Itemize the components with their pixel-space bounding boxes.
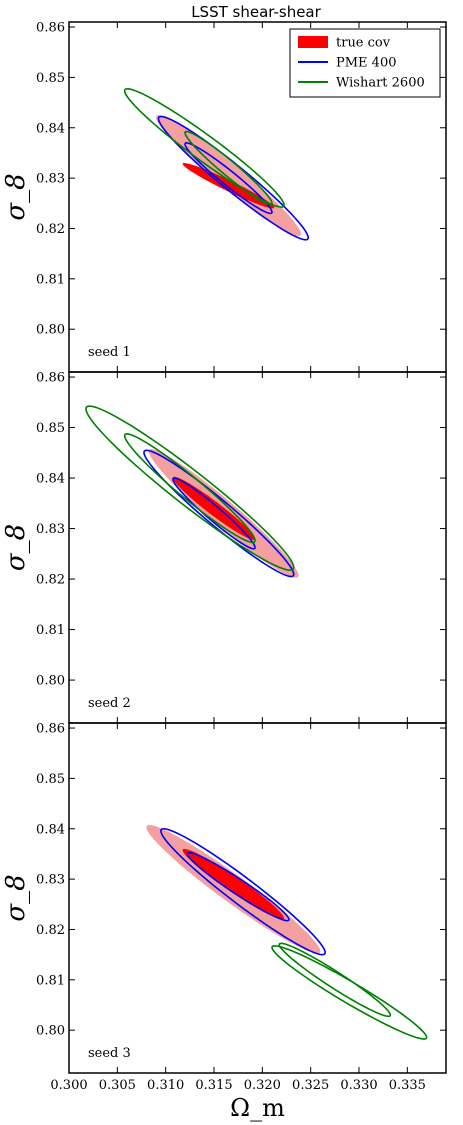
true-cov-1sigma-contour <box>182 163 275 209</box>
y-tick-label: 0.81 <box>36 623 65 638</box>
y-axis-title: σ_8 <box>1 874 31 921</box>
panel-label: seed 2 <box>88 696 131 711</box>
y-tick-label: 0.86 <box>36 371 65 386</box>
panel-label: seed 1 <box>88 345 131 360</box>
x-tick-label: 0.310 <box>147 1078 184 1093</box>
x-tick-label: 0.315 <box>195 1078 232 1093</box>
x-tick-label: 0.300 <box>50 1078 87 1093</box>
legend-label: Wishart 2600 <box>336 76 425 91</box>
true-cov-1sigma-contour <box>172 476 256 540</box>
pme-400-1sigma-contour <box>172 477 256 550</box>
y-tick-label: 0.86 <box>36 722 65 737</box>
wishart-2600-1sigma-contour <box>278 942 392 1018</box>
legend-label: PME 400 <box>336 56 397 71</box>
y-tick-label: 0.83 <box>36 522 65 537</box>
wishart-2600-1sigma-contour <box>123 433 256 544</box>
y-tick-label: 0.84 <box>36 121 65 136</box>
y-tick-label: 0.82 <box>36 573 65 588</box>
y-tick-label: 0.80 <box>36 674 65 689</box>
wishart-2600-2sigma-contour <box>123 87 285 208</box>
true-cov-1sigma-contour <box>182 848 285 920</box>
y-tick-label: 0.85 <box>36 71 65 86</box>
x-tick-label: 0.320 <box>244 1078 281 1093</box>
y-tick-label: 0.82 <box>36 923 65 938</box>
figure-title: LSST shear-shear <box>191 3 321 21</box>
x-axis-title: Ω_m <box>230 1094 285 1122</box>
y-axis-title: σ_8 <box>1 173 31 220</box>
y-tick-label: 0.80 <box>36 323 65 338</box>
y-tick-label: 0.81 <box>36 272 65 287</box>
y-tick-label: 0.80 <box>36 1024 65 1039</box>
legend: true cov PME 400 Wishart 2600 <box>289 28 441 98</box>
plot-area <box>85 405 299 578</box>
pme-400-1sigma-contour <box>184 142 273 215</box>
x-tick-label: 0.305 <box>99 1078 136 1093</box>
y-tick-label: 0.84 <box>36 472 65 487</box>
x-tick-labels: 0.300 0.305 0.310 0.315 0.320 0.325 0.330 0.335 <box>50 1078 426 1093</box>
pme-400-2sigma-contour <box>160 827 326 956</box>
y-tick-label: 0.84 <box>36 822 65 837</box>
pme-400-1sigma-contour <box>186 851 290 922</box>
legend-label: true cov <box>336 36 391 51</box>
true-cov-2sigma-contour <box>156 115 301 237</box>
y-tick-label: 0.85 <box>36 421 65 436</box>
wishart-2600-2sigma-contour <box>85 405 295 572</box>
y-tick-label: 0.83 <box>36 873 65 888</box>
y-axis-title: σ_8 <box>1 524 31 571</box>
pme-400-2sigma-contour <box>157 115 310 241</box>
panel-frame <box>68 722 447 1074</box>
y-tick-label: 0.82 <box>36 222 65 237</box>
x-axis-title-text: Ω_m <box>230 1094 285 1122</box>
y-tick-label: 0.86 <box>36 21 65 36</box>
y-tick-label: 0.81 <box>36 973 65 988</box>
y-tick-label: 0.83 <box>36 172 65 187</box>
pme-400-2sigma-contour <box>143 449 295 578</box>
plot-area <box>123 87 310 241</box>
y-tick-labels: 0.80 0.81 0.82 0.83 0.84 0.85 0.86 <box>36 371 446 689</box>
y-tick-label: 0.85 <box>36 772 65 787</box>
x-tick-label: 0.330 <box>340 1078 377 1093</box>
x-tick-label: 0.335 <box>389 1078 426 1093</box>
legend-swatch-true-cov <box>298 36 328 48</box>
wishart-2600-2sigma-contour <box>271 945 428 1040</box>
panel-label: seed 3 <box>88 1046 131 1061</box>
y-tick-labels: 0.80 0.81 0.82 0.83 0.84 0.85 0.86 <box>36 722 446 1039</box>
y-tick-labels: 0.80 0.81 0.82 0.83 0.84 0.85 0.86 <box>36 21 446 338</box>
plot-area <box>146 824 428 1040</box>
x-tick-label: 0.325 <box>292 1078 329 1093</box>
